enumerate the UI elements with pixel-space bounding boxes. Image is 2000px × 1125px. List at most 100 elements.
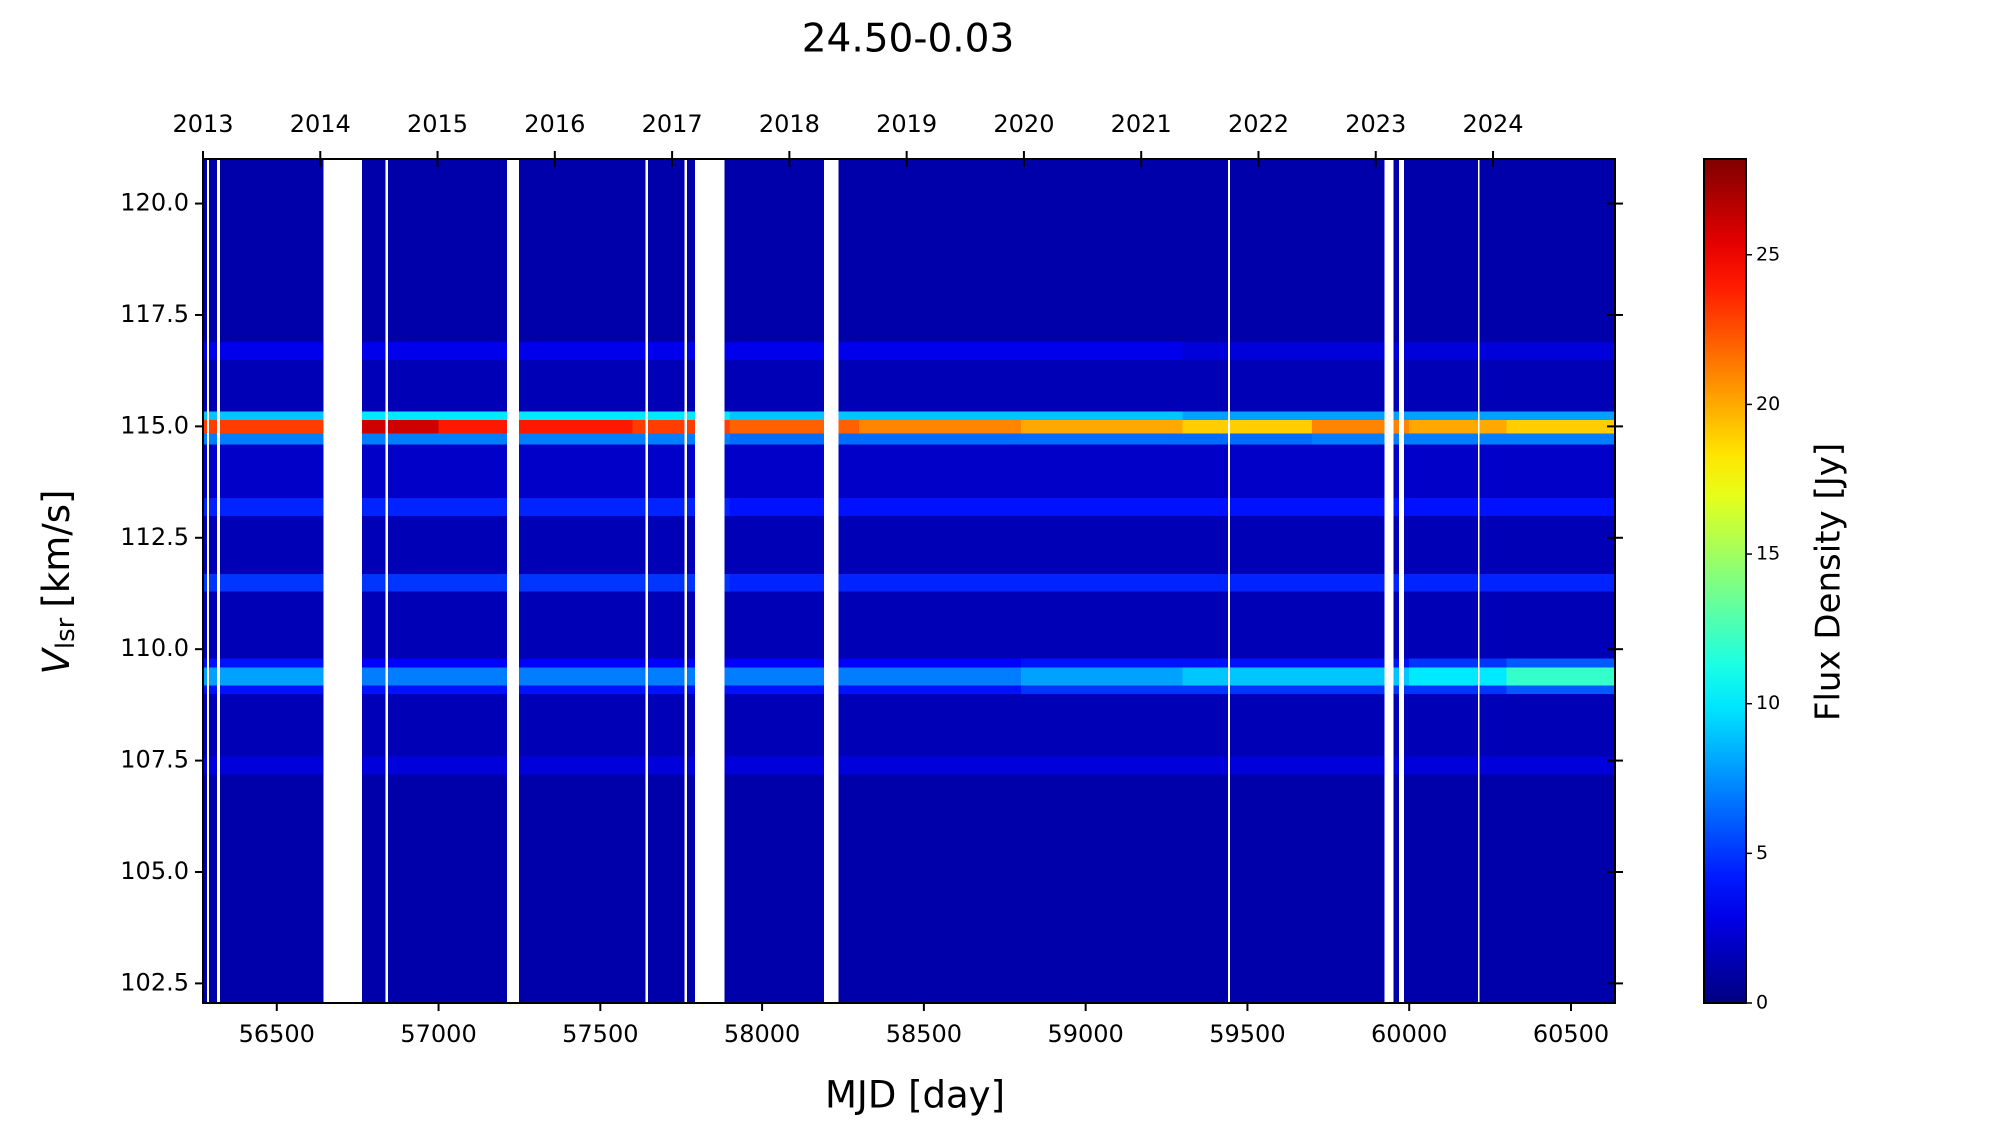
heat-cell [1506,410,1616,421]
heat-cell [1182,693,1313,757]
heat-cell [1182,497,1313,516]
heat-cell [1409,684,1507,695]
heat-cell [1312,591,1410,659]
data-gap [1477,159,1480,1003]
heat-cell [203,667,342,686]
heat-cell [1506,667,1616,686]
heat-cell [438,515,537,574]
heat-cell [438,444,537,499]
heat-cell [203,756,342,775]
x2-tick-label: 2023 [1345,110,1406,138]
x2-tick-label: 2016 [524,110,585,138]
x-axis-label: MJD [day] [825,1074,1005,1117]
heat-cell [438,341,537,361]
heat-cell [341,410,440,421]
colorbar-tick-label: 5 [1756,842,1768,864]
data-gap [694,159,725,1003]
chart-title: 24.50-0.03 [802,17,1015,62]
heat-cell [1409,359,1507,412]
heat-cell [203,341,342,361]
y-tick-label: 117.5 [120,300,189,328]
heat-cell [729,410,860,421]
x-tick-label: 56500 [239,1020,315,1048]
heat-cell [1409,341,1507,361]
heat-cell [1506,756,1616,775]
heat-cell [203,693,342,757]
heat-cell [535,773,634,1004]
heat-cell [859,573,1022,592]
x2-tick-label: 2021 [1111,110,1172,138]
heat-cell [632,684,731,695]
heat-cell [859,410,1022,421]
heat-cell [438,773,537,1004]
heat-cell [1312,444,1410,499]
heat-cell [1020,419,1184,434]
heat-cell [1506,658,1616,668]
heat-cell [535,658,634,668]
colorbar [1703,158,1747,1004]
heat-cell [1182,658,1313,668]
heat-cell [203,573,342,592]
data-gap [645,159,649,1003]
x-tick-label: 57500 [562,1020,638,1048]
heat-cell [1312,159,1410,343]
colorbar-tick-label: 15 [1756,543,1780,565]
heat-cell [859,419,1022,434]
data-gap [323,159,363,1003]
heat-cell [729,159,860,343]
x-tick-label: 57000 [400,1020,476,1048]
heat-cell [1312,433,1410,445]
heat-cell [859,667,1022,686]
heat-cell [1020,515,1184,574]
heat-cell [1312,497,1410,516]
heat-cell [1020,359,1184,412]
x2-tick-label: 2014 [290,110,351,138]
heat-cell [1182,159,1313,343]
heat-cell [535,419,634,434]
heat-cell [203,444,342,499]
heatmap [203,159,1616,1004]
heat-cell [203,433,342,445]
heat-cell [729,756,860,775]
heat-cell [1312,410,1410,421]
heat-cell [1020,756,1184,775]
heat-cell [438,433,537,445]
heat-cell [203,515,342,574]
colorbar-tick-label: 25 [1756,243,1780,265]
heat-cell [438,658,537,668]
heat-cell [341,684,440,695]
data-gap [1384,159,1394,1003]
heat-cell [729,341,860,361]
heat-cell [729,693,860,757]
heat-cell [1312,359,1410,412]
heat-cell [729,658,860,668]
heat-cell [729,591,860,659]
heat-cell [535,159,634,343]
heat-cell [203,591,342,659]
data-gap [1228,159,1230,1003]
heat-cell [203,773,342,1004]
heat-cell [203,658,342,668]
heat-cell [1506,341,1616,361]
heat-cell [729,419,860,434]
heat-cell [1312,658,1410,668]
heat-cell [729,444,860,499]
heat-cell [535,684,634,695]
x2-tick-label: 2019 [876,110,937,138]
heat-cell [1312,756,1410,775]
colorbar-tick-label: 0 [1756,992,1768,1014]
heat-cell [632,410,731,421]
x-tick-label: 60500 [1533,1020,1609,1048]
heat-cell [438,497,537,516]
heat-cell [1409,419,1507,434]
data-gap [217,159,220,1003]
heat-cell [1506,433,1616,445]
heat-cell [1506,684,1616,695]
heat-cell [1020,684,1184,695]
heat-cell [1182,573,1313,592]
colorbar-tick-label: 20 [1756,393,1780,415]
heat-cell [535,693,634,757]
heat-cell [535,667,634,686]
heat-cell [859,756,1022,775]
heat-cell [1506,359,1616,412]
